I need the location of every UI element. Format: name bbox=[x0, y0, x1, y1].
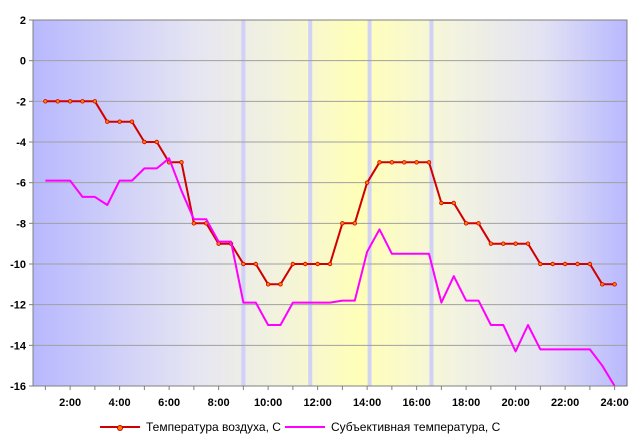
legend-swatch-air-temp bbox=[100, 425, 140, 431]
data-point bbox=[179, 160, 184, 165]
data-point bbox=[612, 282, 617, 287]
legend-label-air-temp: Температура воздуха, С bbox=[146, 420, 281, 434]
data-point bbox=[414, 160, 419, 165]
data-point bbox=[129, 119, 135, 124]
data-point bbox=[191, 221, 197, 226]
x-tick-label: 16:00 bbox=[403, 397, 431, 409]
data-point bbox=[550, 261, 555, 267]
data-point bbox=[105, 119, 110, 124]
data-point bbox=[154, 139, 159, 145]
data-point bbox=[303, 261, 308, 267]
x-tick-label: 18:00 bbox=[452, 397, 480, 409]
data-point bbox=[575, 261, 580, 267]
x-tick-label: 24:00 bbox=[601, 397, 629, 409]
background-band-0 bbox=[241, 20, 246, 386]
data-point bbox=[340, 221, 345, 226]
data-point bbox=[525, 241, 531, 246]
x-tick-label: 2:00 bbox=[59, 397, 81, 409]
data-point bbox=[439, 200, 444, 206]
data-point bbox=[315, 261, 320, 267]
data-point bbox=[389, 160, 395, 165]
data-point bbox=[426, 160, 432, 165]
data-point bbox=[600, 282, 605, 287]
data-point bbox=[451, 200, 456, 206]
data-point bbox=[476, 221, 481, 226]
y-tick-label: 2 bbox=[20, 15, 26, 27]
x-tick-label: 14:00 bbox=[353, 397, 381, 409]
data-point bbox=[562, 261, 568, 267]
y-tick-label: -6 bbox=[16, 178, 26, 190]
y-tick-label: -12 bbox=[10, 300, 26, 312]
x-tick-label: 20:00 bbox=[502, 397, 530, 409]
data-point bbox=[352, 221, 357, 226]
data-point bbox=[538, 261, 543, 267]
data-point bbox=[67, 99, 73, 104]
data-point bbox=[55, 99, 60, 104]
y-tick-label: -8 bbox=[16, 218, 26, 230]
x-tick-label: 6:00 bbox=[158, 397, 180, 409]
data-point bbox=[290, 261, 296, 267]
x-tick-label: 22:00 bbox=[551, 397, 579, 409]
data-point bbox=[117, 119, 122, 124]
data-point bbox=[92, 99, 98, 104]
legend: Температура воздуха, С Субъективная темп… bbox=[0, 418, 640, 438]
legend-label-subjective-temp: Субъективная температура, С bbox=[331, 420, 501, 434]
plot-border bbox=[32, 19, 628, 387]
x-tick-label: 4:00 bbox=[109, 397, 131, 409]
data-point bbox=[278, 282, 283, 287]
legend-swatch-subjective-temp bbox=[285, 426, 325, 428]
y-tick-label: -14 bbox=[10, 340, 27, 352]
data-point bbox=[513, 241, 518, 246]
x-tick-label: 8:00 bbox=[208, 397, 230, 409]
background-band-3 bbox=[429, 20, 434, 386]
data-point bbox=[501, 241, 506, 246]
series-line-1 bbox=[45, 157, 616, 387]
data-point bbox=[327, 261, 333, 267]
data-point bbox=[587, 261, 593, 267]
data-point bbox=[253, 261, 258, 267]
x-tick-label: 10:00 bbox=[254, 397, 282, 409]
data-point bbox=[265, 282, 271, 287]
data-point bbox=[241, 261, 246, 267]
y-tick-label: -10 bbox=[10, 259, 26, 271]
data-point bbox=[377, 160, 382, 165]
background-band-2 bbox=[367, 20, 372, 386]
data-point bbox=[142, 139, 147, 145]
data-point bbox=[43, 99, 48, 104]
background-band-1 bbox=[308, 20, 313, 386]
y-tick-label: 0 bbox=[20, 56, 26, 68]
data-point bbox=[488, 241, 494, 246]
y-tick-label: -2 bbox=[16, 96, 26, 108]
legend-marker-air-temp bbox=[117, 425, 123, 431]
plot-background bbox=[33, 20, 627, 386]
y-tick-label: -16 bbox=[10, 381, 26, 393]
data-point bbox=[402, 160, 407, 165]
data-point bbox=[364, 180, 370, 185]
data-point bbox=[463, 221, 469, 226]
x-tick-label: 12:00 bbox=[304, 397, 332, 409]
y-tick-label: -4 bbox=[16, 137, 27, 149]
data-point bbox=[80, 99, 85, 104]
